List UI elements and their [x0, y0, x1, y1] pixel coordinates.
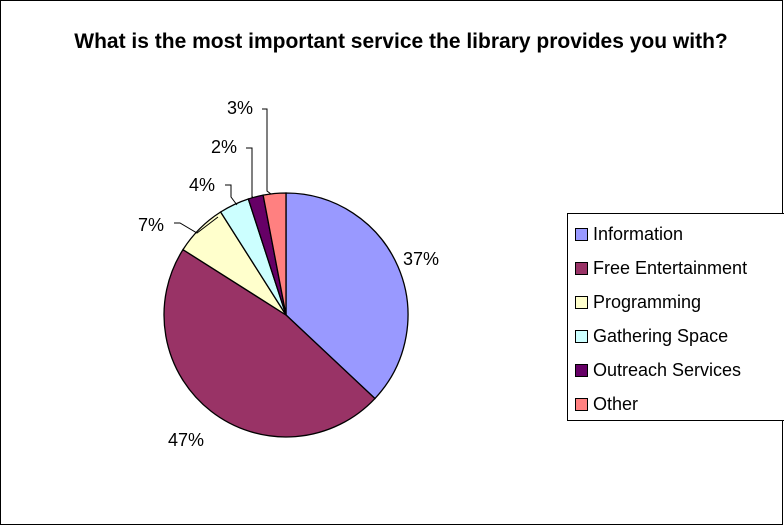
data-label-programming: 7%	[138, 215, 164, 235]
data-label-outreach-services: 2%	[211, 137, 237, 157]
legend-item-programming: Programming	[575, 291, 701, 313]
legend-label-other: Other	[593, 393, 639, 414]
data-label-gathering-space: 4%	[189, 175, 215, 195]
legend-label-programming: Programming	[593, 291, 702, 312]
data-label-other: 3%	[227, 98, 253, 118]
legend-item-gathering-space: Gathering Space	[575, 325, 728, 347]
legend-swatch-information	[575, 227, 588, 241]
legend-item-outreach-services: Outreach Services	[575, 359, 741, 381]
pie-slice-free-entertainment	[163, 248, 376, 438]
leader-line-other	[262, 108, 272, 195]
legend-swatch-programming	[575, 295, 588, 309]
legend-item-other: Other	[575, 393, 638, 415]
legend-label-gathering-space: Gathering Space	[593, 325, 729, 346]
legend-swatch-gathering-space	[575, 329, 588, 343]
legend-label-free-entertainment: Free Entertainment	[593, 257, 748, 278]
legend: Information Free Entertainment Programming…	[567, 213, 784, 421]
leader-line-outreach-services	[246, 147, 253, 198]
legend-swatch-outreach-services	[575, 363, 588, 377]
data-label-information: 37%	[403, 249, 439, 269]
leader-line-gathering-space	[225, 184, 238, 206]
pie-slice-other	[262, 192, 287, 316]
legend-label-information: Information	[593, 223, 684, 244]
leader-line-programming	[174, 216, 219, 234]
legend-item-free-entertainment: Free Entertainment	[575, 257, 747, 279]
pie-slice-information	[285, 192, 409, 400]
legend-swatch-free-entertainment	[575, 261, 588, 275]
data-label-free-entertainment: 47%	[168, 430, 204, 450]
legend-label-outreach-services: Outreach Services	[593, 359, 742, 380]
legend-item-information: Information	[575, 223, 683, 245]
legend-swatch-other	[575, 397, 588, 411]
chart-title: What is the most important service the l…	[74, 30, 728, 53]
